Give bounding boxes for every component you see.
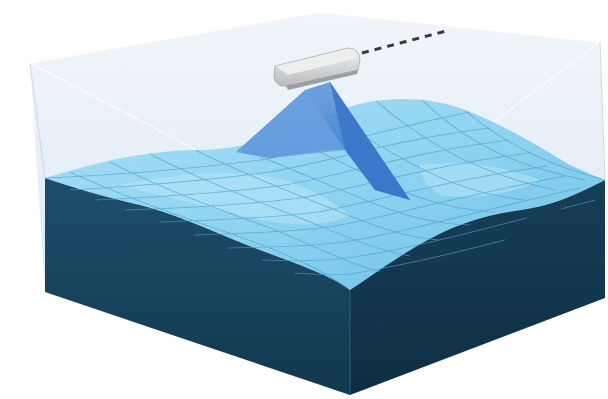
sonar-beam-icon <box>236 82 410 200</box>
seabed-grid <box>45 98 605 291</box>
seabed-block <box>45 178 605 395</box>
survey-vessel-icon <box>273 47 361 90</box>
seabed-surface <box>45 98 605 291</box>
vessel-track-line <box>361 28 451 55</box>
